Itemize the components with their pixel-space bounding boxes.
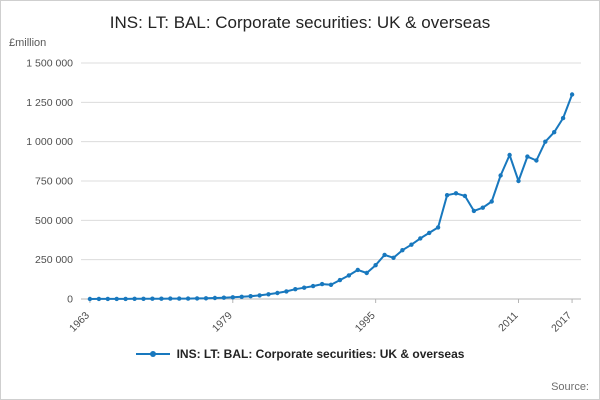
svg-text:1 250 000: 1 250 000 xyxy=(26,97,73,109)
svg-text:1 500 000: 1 500 000 xyxy=(26,58,73,70)
chart-title: INS: LT: BAL: Corporate securities: UK &… xyxy=(109,13,491,32)
svg-text:1979: 1979 xyxy=(210,310,235,335)
source-label: Source: xyxy=(551,381,589,393)
legend-label: INS: LT: BAL: Corporate securities: UK &… xyxy=(176,347,465,361)
legend-line-marker xyxy=(135,351,170,357)
svg-text:2011: 2011 xyxy=(496,310,521,335)
svg-text:0: 0 xyxy=(67,294,73,306)
svg-text:1995: 1995 xyxy=(353,310,378,335)
svg-text:1963: 1963 xyxy=(67,310,92,335)
svg-text:250 000: 250 000 xyxy=(35,254,73,266)
legend: INS: LT: BAL: Corporate securities: UK &… xyxy=(1,347,599,361)
svg-text:2017: 2017 xyxy=(549,310,574,335)
svg-text:750 000: 750 000 xyxy=(35,176,73,188)
svg-text:1 000 000: 1 000 000 xyxy=(26,136,73,148)
svg-text:500 000: 500 000 xyxy=(35,215,73,227)
y-axis-unit-label: £million xyxy=(9,37,47,49)
line-chart: 0 250 000 500 000 750 000 1 000 000 1 250 000… xyxy=(26,58,581,335)
